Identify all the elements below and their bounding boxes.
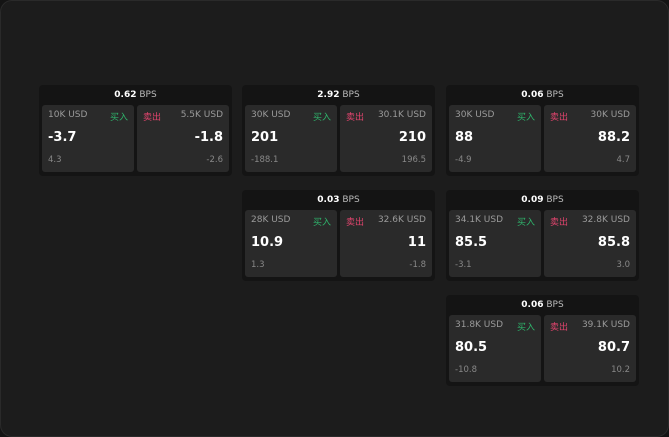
ask-change: 10.2 <box>611 365 630 375</box>
spread-unit: BPS <box>342 90 360 100</box>
ask-price: 11 <box>407 235 426 250</box>
sell-label: 卖出 <box>550 323 569 333</box>
spread-header: 0.03 BPS <box>245 190 432 210</box>
bid-size: 28K USD <box>251 215 291 225</box>
bid-change: -4.9 <box>455 155 472 165</box>
sell-label: 卖出 <box>143 113 162 123</box>
spread-value: 0.62 <box>114 90 137 100</box>
bid-size: 34.1K USD <box>455 215 504 225</box>
quote-card: 0.09 BPS 34.1K USD 买入 85.5 -3.1 卖出 32.8K USD… <box>446 190 639 281</box>
spread-header: 0.09 BPS <box>449 190 636 210</box>
spread-unit: BPS <box>139 90 157 100</box>
bid-change: -188.1 <box>251 155 279 165</box>
spread-header: 0.06 BPS <box>449 85 636 105</box>
bid-price: 85.5 <box>455 235 488 250</box>
sell-button[interactable]: 卖出 32.8K USD 85.8 3.0 <box>544 210 636 277</box>
ask-size: 39.1K USD <box>581 320 630 330</box>
ask-price: -1.8 <box>194 130 223 145</box>
buy-button[interactable]: 30K USD 买入 201 -188.1 <box>245 105 337 172</box>
ask-size: 30K USD <box>590 110 630 120</box>
sell-button[interactable]: 卖出 30.1K USD 210 196.5 <box>340 105 432 172</box>
ask-change: -1.8 <box>409 260 426 270</box>
buy-button[interactable]: 10K USD 买入 -3.7 4.3 <box>42 105 134 172</box>
bid-size: 31.8K USD <box>455 320 504 330</box>
sell-label: 卖出 <box>346 218 365 228</box>
ask-change: 4.7 <box>616 155 630 165</box>
spread-header: 0.62 BPS <box>42 85 229 105</box>
spread-value: 2.92 <box>317 90 340 100</box>
buy-label: 买入 <box>516 218 535 228</box>
bid-price: 80.5 <box>455 340 488 355</box>
spread-unit: BPS <box>546 195 564 205</box>
ask-size: 32.6K USD <box>377 215 426 225</box>
buy-label: 买入 <box>312 113 331 123</box>
quote-card: 0.06 BPS 31.8K USD 买入 80.5 -10.8 卖出 39.1K US… <box>446 295 639 386</box>
bid-size: 30K USD <box>455 110 495 120</box>
sell-button[interactable]: 卖出 32.6K USD 11 -1.8 <box>340 210 432 277</box>
spread-header: 0.06 BPS <box>449 295 636 315</box>
spread-value: 0.06 <box>521 300 544 310</box>
buy-button[interactable]: 30K USD 买入 88 -4.9 <box>449 105 541 172</box>
ask-price: 85.8 <box>597 235 630 250</box>
bid-price: 88 <box>455 130 474 145</box>
spread-unit: BPS <box>546 90 564 100</box>
ask-size: 5.5K USD <box>180 110 223 120</box>
sell-label: 卖出 <box>550 113 569 123</box>
spread-value: 0.03 <box>317 195 340 205</box>
bid-change: -3.1 <box>455 260 472 270</box>
ask-change: 3.0 <box>616 260 630 270</box>
quote-card: 0.06 BPS 30K USD 买入 88 -4.9 卖出 30K USD 88.2 4.… <box>446 85 639 176</box>
ask-change: 196.5 <box>401 155 426 165</box>
spread-value: 0.06 <box>521 90 544 100</box>
ask-price: 88.2 <box>597 130 630 145</box>
sell-label: 卖出 <box>550 218 569 228</box>
spread-unit: BPS <box>342 195 360 205</box>
bid-size: 30K USD <box>251 110 291 120</box>
buy-button[interactable]: 28K USD 买入 10.9 1.3 <box>245 210 337 277</box>
bid-size: 10K USD <box>48 110 88 120</box>
sell-label: 卖出 <box>346 113 365 123</box>
buy-button[interactable]: 34.1K USD 买入 85.5 -3.1 <box>449 210 541 277</box>
ask-price: 210 <box>398 130 426 145</box>
buy-label: 买入 <box>312 218 331 228</box>
quote-card: 0.03 BPS 28K USD 买入 10.9 1.3 卖出 32.6K USD 11 -… <box>242 190 435 281</box>
ask-price: 80.7 <box>597 340 630 355</box>
quote-card: 2.92 BPS 30K USD 买入 201 -188.1 卖出 30.1K USD 2… <box>242 85 435 176</box>
ask-size: 32.8K USD <box>581 215 630 225</box>
spread-value: 0.09 <box>521 195 544 205</box>
sell-button[interactable]: 卖出 30K USD 88.2 4.7 <box>544 105 636 172</box>
buy-label: 买入 <box>516 113 535 123</box>
ask-size: 30.1K USD <box>377 110 426 120</box>
bid-price: 201 <box>251 130 279 145</box>
spread-unit: BPS <box>546 300 564 310</box>
sell-button[interactable]: 卖出 39.1K USD 80.7 10.2 <box>544 315 636 382</box>
quote-card: 0.62 BPS 10K USD 买入 -3.7 4.3 卖出 5.5K USD -1.8… <box>39 85 232 176</box>
bid-price: 10.9 <box>251 235 284 250</box>
bid-change: -10.8 <box>455 365 477 375</box>
buy-label: 买入 <box>109 113 128 123</box>
bid-change: 4.3 <box>48 155 62 165</box>
ask-change: -2.6 <box>206 155 223 165</box>
sell-button[interactable]: 卖出 5.5K USD -1.8 -2.6 <box>137 105 229 172</box>
spread-header: 2.92 BPS <box>245 85 432 105</box>
bid-price: -3.7 <box>48 130 77 145</box>
bid-change: 1.3 <box>251 260 265 270</box>
buy-label: 买入 <box>516 323 535 333</box>
buy-button[interactable]: 31.8K USD 买入 80.5 -10.8 <box>449 315 541 382</box>
